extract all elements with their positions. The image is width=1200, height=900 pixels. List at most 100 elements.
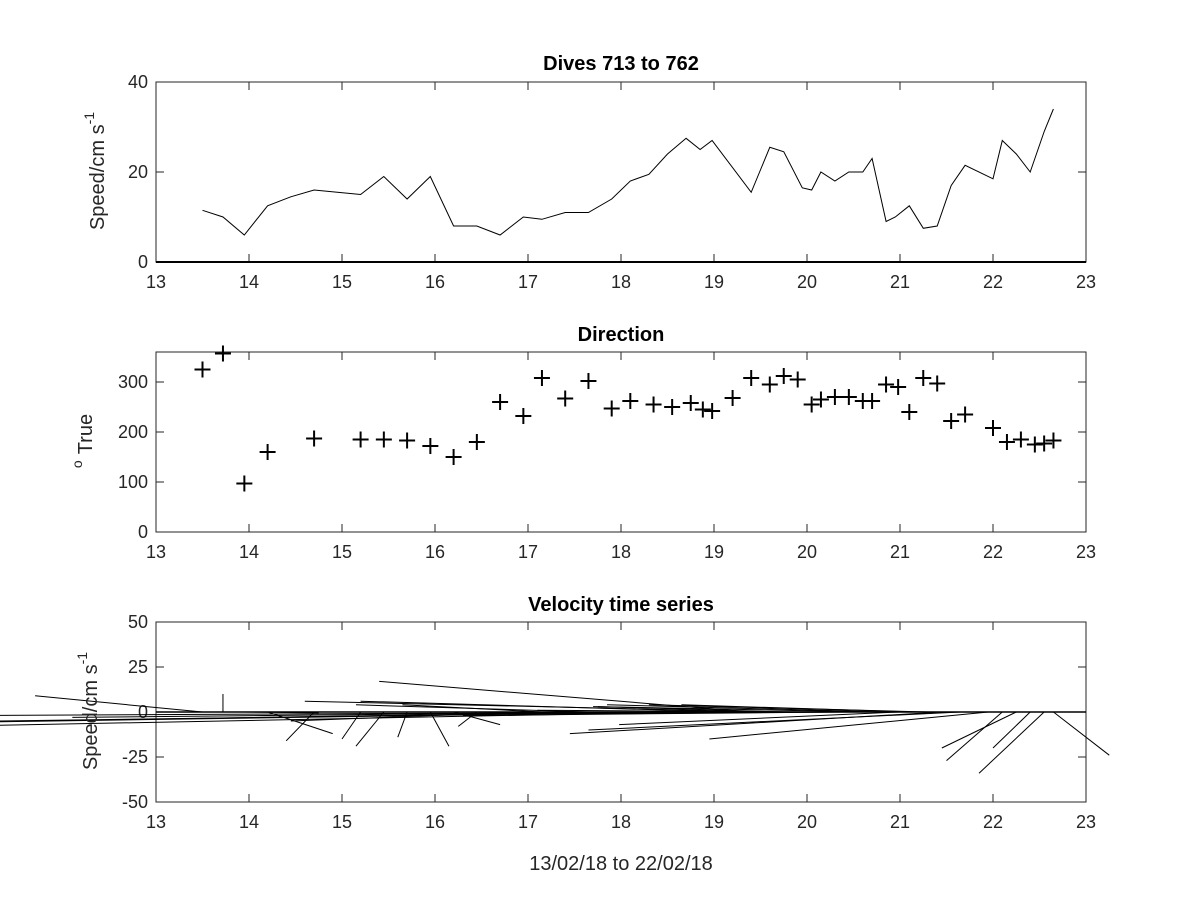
velocity-x-tick-label: 16 [425,812,445,832]
velocity-stick-vector [35,695,203,713]
velocity-stick-vector [593,706,873,713]
direction-plus-marker [682,395,699,411]
velocity-y-tick-label: -25 [122,747,148,767]
velocity-x-tick-label: 15 [332,812,352,832]
direction-x-tick-label: 18 [611,542,631,562]
direction-plus-marker [761,376,778,393]
direction-y-label: o True [69,414,97,468]
speed-plot-area: 13 14 15 16 17 18 19 20 21 22 23 0 20 40 [128,72,1096,292]
speed-x-tick-label: 16 [425,272,445,292]
direction-y-tick-label: 200 [118,422,148,442]
velocity-stick-vector [0,711,703,716]
speed-axes-box [155,81,1087,263]
direction-plus-marker [645,396,662,413]
direction-plus-marker [985,420,1001,436]
direction-plus-marker [533,370,550,386]
direction-plus-marker [789,371,806,388]
velocity-panel: Velocity time series 13 14 15 16 17 18 19 20 21 2… [0,594,1110,875]
velocity-stick-vector [978,711,1045,774]
direction-plus-marker [580,373,597,389]
direction-plus-marker [957,406,974,423]
direction-plus-marker [422,438,439,454]
direction-plus-marker [890,379,907,395]
direction-plus-marker [1045,432,1062,449]
direction-plus-marker [704,403,721,419]
speed-y-label-text: Speed/cm s [87,124,109,230]
direction-y-label-text: True [75,414,97,454]
direction-plus-marker [826,389,843,405]
speed-y-tick-label: 20 [128,162,148,182]
direction-plus-marker [775,368,792,384]
velocity-stick-vector [946,711,1003,761]
direction-x-tick-label: 21 [890,542,910,562]
direction-x-tick-label: 14 [239,542,259,562]
velocity-stick-vector [607,704,887,713]
direction-y-tick-label: 300 [118,372,148,392]
direction-plus-marker [998,434,1015,450]
speed-y-tick-label: 0 [138,252,148,272]
direction-plus-marker [803,396,820,413]
velocity-x-tick-label: 17 [518,812,538,832]
direction-x-tick-label: 23 [1076,542,1096,562]
velocity-y-label-text: Speed/cm s [80,664,102,770]
velocity-plot-area: 13 14 15 16 17 18 19 20 21 22 23 -50 -25 0 25 50 [0,612,1110,832]
velocity-panel-title: Velocity time series [528,594,714,616]
speed-x-tick-label: 17 [518,272,538,292]
svg-text:oTrue: o True [69,414,97,468]
speed-x-tick-label: 18 [611,272,631,292]
direction-x-tick-label: 19 [704,542,724,562]
speed-panel-title: Dives 713 to 762 [543,53,699,75]
direction-plus-marker [724,390,741,406]
svg-text:Speed/cm s-1: Speed/cm s-1 [81,112,109,230]
direction-x-tick-label: 22 [983,542,1003,562]
direction-plus-marker [492,394,509,410]
direction-plus-marker [445,449,462,465]
speed-x-tick-label: 14 [239,272,259,292]
speed-series-line [202,108,1054,236]
velocity-stick-vector [941,711,1017,749]
direction-plus-marker [743,370,760,386]
velocity-y-tick-label: -50 [122,792,148,812]
direction-axes-box [155,351,1087,533]
direction-x-tick-label: 16 [425,542,445,562]
direction-panel: Direction 13 14 15 16 17 18 19 20 21 22 23 0 100 200 3… [69,324,1096,562]
direction-plus-marker [622,393,639,409]
direction-plus-marker [306,430,323,447]
velocity-stick-vector [648,704,928,713]
direction-plus-marker [1012,431,1029,448]
velocity-x-tick-label: 19 [704,812,724,832]
direction-plus-marker [812,391,829,408]
x-axis-label: 13/02/18 to 22/02/18 [529,853,713,875]
speed-x-tick-label: 19 [704,272,724,292]
direction-x-tick-label: 20 [797,542,817,562]
svg-text:Speed/cm s-1: Speed/cm s-1 [74,652,102,770]
direction-x-tick-label: 17 [518,542,538,562]
direction-plus-marker [236,475,253,492]
direction-plus-marker [214,345,231,362]
direction-plus-marker [864,393,881,409]
direction-y-label-superscript: o [69,460,85,468]
direction-plus-marker [557,390,574,407]
speed-x-tick-label: 15 [332,272,352,292]
direction-plus-marker [352,431,369,448]
direction-plus-marker [1036,435,1053,452]
velocity-stick-vector [244,711,319,714]
velocity-x-tick-label: 13 [146,812,166,832]
speed-y-label: Speed/cm s-1 [81,112,109,230]
direction-x-tick-label: 13 [146,542,166,562]
velocity-stick-vector [429,711,450,747]
velocity-stick-vector [537,709,817,713]
speed-x-tick-label: 21 [890,272,910,292]
direction-plus-marker [194,361,211,378]
direction-plus-marker [915,370,932,386]
speed-y-label-superscript: -1 [81,112,97,125]
direction-x-tick-label: 15 [332,542,352,562]
velocity-x-tick-label: 18 [611,812,631,832]
direction-plus-marker [603,400,620,417]
velocity-stick-vector [304,700,770,713]
velocity-stick-vector [355,704,589,713]
velocity-stick-vector [992,711,1031,749]
velocity-stick-vector [709,711,989,740]
speed-x-tick-label: 22 [983,272,1003,292]
